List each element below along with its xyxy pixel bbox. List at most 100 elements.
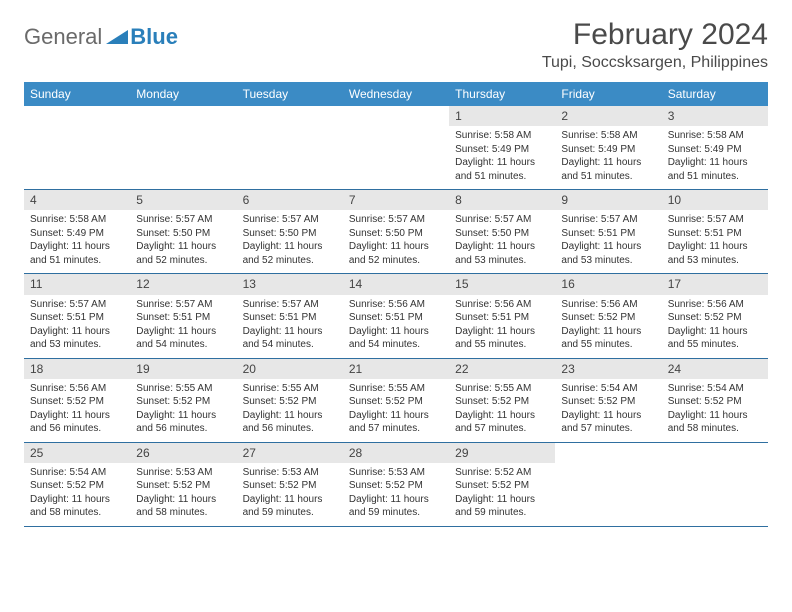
- sunset-text: Sunset: 5:51 PM: [30, 311, 124, 325]
- sunset-text: Sunset: 5:50 PM: [136, 227, 230, 241]
- calendar-day: 10Sunrise: 5:57 AMSunset: 5:51 PMDayligh…: [662, 190, 768, 273]
- sunset-text: Sunset: 5:51 PM: [136, 311, 230, 325]
- calendar-page: General Blue February 2024 Tupi, Soccsks…: [0, 0, 792, 545]
- sunrise-text: Sunrise: 5:58 AM: [455, 129, 549, 143]
- sunrise-text: Sunrise: 5:58 AM: [668, 129, 762, 143]
- day-number: 15: [449, 274, 555, 294]
- sunrise-text: Sunrise: 5:56 AM: [668, 298, 762, 312]
- daylight-text: Daylight: 11 hours and 53 minutes.: [668, 240, 762, 267]
- sunrise-text: Sunrise: 5:52 AM: [455, 466, 549, 480]
- day-number: 2: [555, 106, 661, 126]
- sunset-text: Sunset: 5:51 PM: [455, 311, 549, 325]
- sunrise-text: Sunrise: 5:57 AM: [243, 298, 337, 312]
- calendar-day: 11Sunrise: 5:57 AMSunset: 5:51 PMDayligh…: [24, 274, 130, 357]
- sunset-text: Sunset: 5:49 PM: [455, 143, 549, 157]
- daylight-text: Daylight: 11 hours and 51 minutes.: [561, 156, 655, 183]
- day-of-week-cell: Saturday: [662, 82, 768, 106]
- sunset-text: Sunset: 5:51 PM: [243, 311, 337, 325]
- calendar-day: 22Sunrise: 5:55 AMSunset: 5:52 PMDayligh…: [449, 359, 555, 442]
- sunrise-text: Sunrise: 5:57 AM: [30, 298, 124, 312]
- sunset-text: Sunset: 5:50 PM: [243, 227, 337, 241]
- sunset-text: Sunset: 5:52 PM: [349, 395, 443, 409]
- daylight-text: Daylight: 11 hours and 55 minutes.: [668, 325, 762, 352]
- calendar: SundayMondayTuesdayWednesdayThursdayFrid…: [24, 82, 768, 527]
- calendar-day: [237, 106, 343, 189]
- daylight-text: Daylight: 11 hours and 58 minutes.: [136, 493, 230, 520]
- day-of-week-header: SundayMondayTuesdayWednesdayThursdayFrid…: [24, 82, 768, 106]
- day-of-week-cell: Tuesday: [237, 82, 343, 106]
- sunset-text: Sunset: 5:52 PM: [30, 479, 124, 493]
- day-number: 18: [24, 359, 130, 379]
- sunset-text: Sunset: 5:52 PM: [455, 395, 549, 409]
- logo-text-1: General: [24, 24, 102, 50]
- day-number: 9: [555, 190, 661, 210]
- daylight-text: Daylight: 11 hours and 59 minutes.: [455, 493, 549, 520]
- calendar-day: 3 Sunrise: 5:58 AMSunset: 5:49 PMDaylight…: [662, 106, 768, 189]
- daylight-text: Daylight: 11 hours and 56 minutes.: [243, 409, 337, 436]
- logo-triangle-icon: [106, 28, 128, 46]
- day-number: 14: [343, 274, 449, 294]
- calendar-day: 17Sunrise: 5:56 AMSunset: 5:52 PMDayligh…: [662, 274, 768, 357]
- day-number: 27: [237, 443, 343, 463]
- day-number: 8: [449, 190, 555, 210]
- calendar-day: 18Sunrise: 5:56 AMSunset: 5:52 PMDayligh…: [24, 359, 130, 442]
- day-of-week-cell: Sunday: [24, 82, 130, 106]
- calendar-day: 9Sunrise: 5:57 AMSunset: 5:51 PMDaylight…: [555, 190, 661, 273]
- sunset-text: Sunset: 5:49 PM: [668, 143, 762, 157]
- sunrise-text: Sunrise: 5:54 AM: [668, 382, 762, 396]
- day-number: [237, 106, 343, 126]
- sunrise-text: Sunrise: 5:54 AM: [561, 382, 655, 396]
- calendar-week: 18 Sunrise: 5:56 AM Sunset: 5:52 PM Dayligh…: [24, 359, 768, 443]
- day-number: 22: [449, 359, 555, 379]
- calendar-day: 29Sunrise: 5:52 AMSunset: 5:52 PMDayligh…: [449, 443, 555, 526]
- daylight-text: Daylight: 11 hours and 55 minutes.: [455, 325, 549, 352]
- sunrise-text: Sunrise: 5:56 AM: [30, 382, 124, 396]
- daylight-text: Daylight: 11 hours and 54 minutes.: [243, 325, 337, 352]
- calendar-day: 12Sunrise: 5:57 AMSunset: 5:51 PMDayligh…: [130, 274, 236, 357]
- day-number: 1: [449, 106, 555, 126]
- day-number: 28: [343, 443, 449, 463]
- day-number: 20: [237, 359, 343, 379]
- daylight-text: Daylight: 11 hours and 53 minutes.: [455, 240, 549, 267]
- sunrise-text: Sunrise: 5:53 AM: [349, 466, 443, 480]
- daylight-text: Daylight: 11 hours and 51 minutes.: [668, 156, 762, 183]
- day-number: 7: [343, 190, 449, 210]
- day-number: 5: [130, 190, 236, 210]
- logo: General Blue: [24, 24, 178, 50]
- day-number: 10: [662, 190, 768, 210]
- sunset-text: Sunset: 5:51 PM: [349, 311, 443, 325]
- daylight-text: Daylight: 11 hours and 56 minutes.: [30, 409, 124, 436]
- sunset-text: Sunset: 5:50 PM: [349, 227, 443, 241]
- sunset-text: Sunset: 5:52 PM: [561, 311, 655, 325]
- sunrise-text: Sunrise: 5:57 AM: [455, 213, 549, 227]
- daylight-text: Daylight: 11 hours and 53 minutes.: [30, 325, 124, 352]
- daylight-text: Daylight: 11 hours and 51 minutes.: [455, 156, 549, 183]
- day-number: [343, 106, 449, 126]
- sunrise-text: Sunrise: 5:57 AM: [561, 213, 655, 227]
- sunrise-text: Sunrise: 5:58 AM: [30, 213, 124, 227]
- daylight-text: Daylight: 11 hours and 56 minutes.: [136, 409, 230, 436]
- day-of-week-cell: Friday: [555, 82, 661, 106]
- calendar-day: [662, 443, 768, 526]
- daylight-text: Daylight: 11 hours and 54 minutes.: [136, 325, 230, 352]
- sunrise-text: Sunrise: 5:55 AM: [136, 382, 230, 396]
- sunset-text: Sunset: 5:49 PM: [30, 227, 124, 241]
- sunrise-text: Sunrise: 5:53 AM: [136, 466, 230, 480]
- day-number: 19: [130, 359, 236, 379]
- day-number: 4: [24, 190, 130, 210]
- daylight-text: Daylight: 11 hours and 54 minutes.: [349, 325, 443, 352]
- day-number: 3: [662, 106, 768, 126]
- calendar-day: 15Sunrise: 5:56 AMSunset: 5:51 PMDayligh…: [449, 274, 555, 357]
- day-number: [24, 106, 130, 126]
- calendar-day: 2Sunrise: 5:58 AMSunset: 5:49 PMDaylight…: [555, 106, 661, 189]
- calendar-day: 16Sunrise: 5:56 AMSunset: 5:52 PMDayligh…: [555, 274, 661, 357]
- header: General Blue February 2024 Tupi, Soccsks…: [24, 18, 768, 72]
- sunset-text: Sunset: 5:50 PM: [455, 227, 549, 241]
- sunset-text: Sunset: 5:52 PM: [668, 395, 762, 409]
- sunrise-text: Sunrise: 5:57 AM: [243, 213, 337, 227]
- day-number: [555, 443, 661, 463]
- daylight-text: Daylight: 11 hours and 52 minutes.: [243, 240, 337, 267]
- calendar-day: 8 Sunrise: 5:57 AMSunset: 5:50 PMDaylight…: [449, 190, 555, 273]
- sunrise-text: Sunrise: 5:56 AM: [349, 298, 443, 312]
- day-number: [130, 106, 236, 126]
